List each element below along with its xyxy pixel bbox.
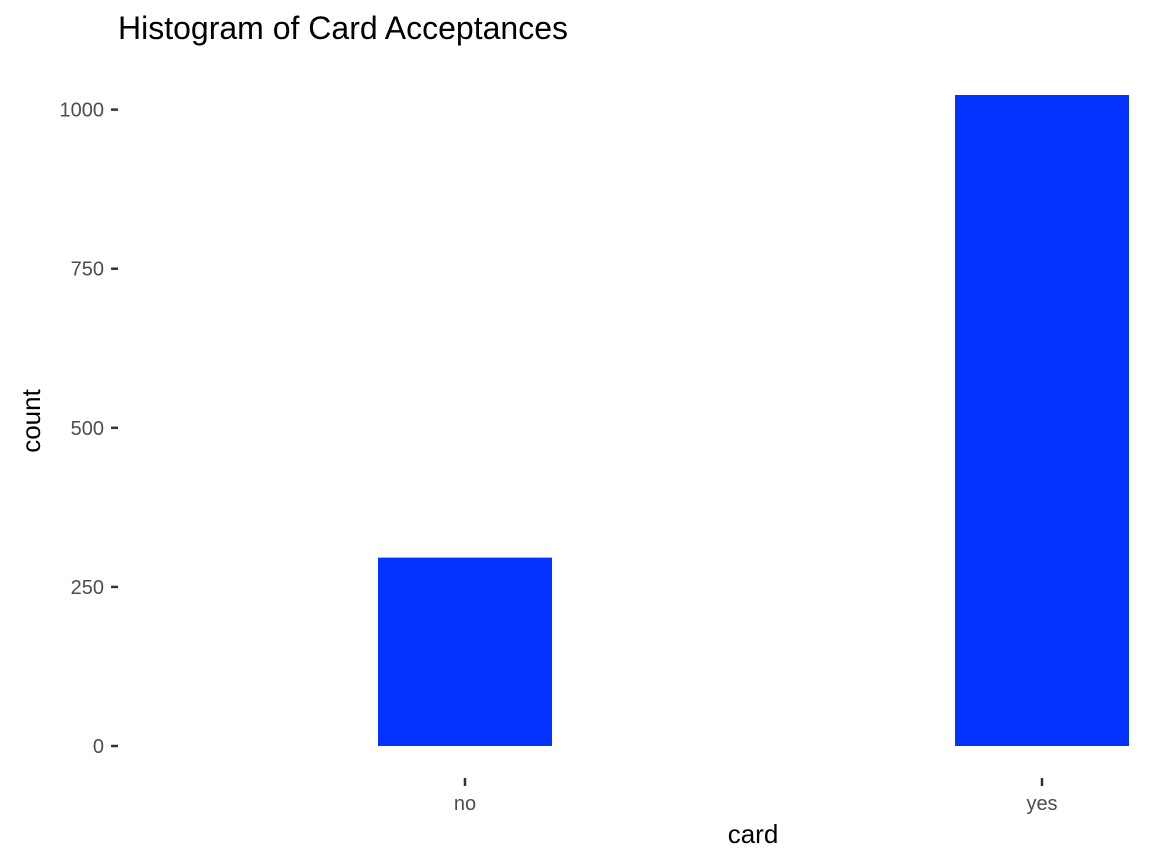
x-tick-label: yes xyxy=(1026,793,1057,815)
x-tick-label: no xyxy=(454,793,476,815)
bars xyxy=(378,95,1129,746)
y-tick-label: 750 xyxy=(71,259,104,281)
y-axis-title: count xyxy=(16,388,46,452)
y-tick-label: 0 xyxy=(93,736,104,758)
x-axis: no yes xyxy=(454,778,1058,815)
x-axis-title: card xyxy=(728,819,779,849)
y-tick-label: 250 xyxy=(71,577,104,599)
y-axis: 0 250 500 750 1000 xyxy=(60,100,118,758)
chart-title: Histogram of Card Acceptances xyxy=(118,10,568,46)
bar-no xyxy=(378,557,552,746)
y-tick-label: 500 xyxy=(71,418,104,440)
bar-yes xyxy=(955,95,1129,746)
y-tick-label: 1000 xyxy=(60,100,105,122)
